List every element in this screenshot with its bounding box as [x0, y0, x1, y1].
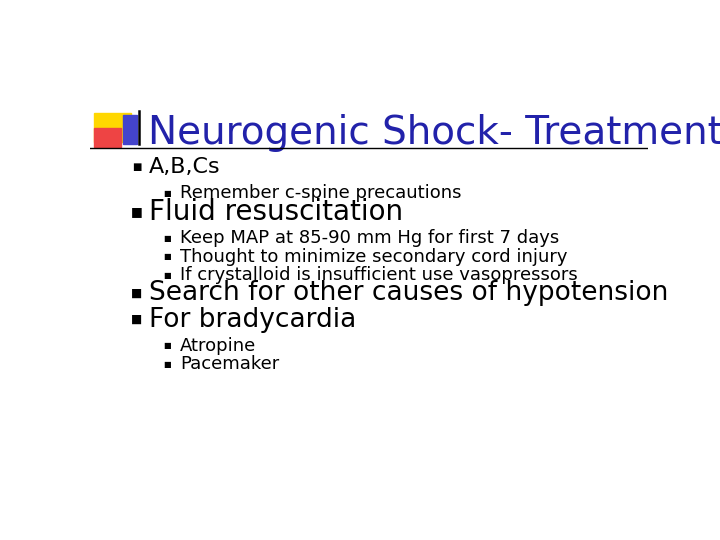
Bar	[94, 112, 131, 142]
Text: ■: ■	[163, 252, 171, 261]
Text: If crystalloid is insufficient use vasopressors: If crystalloid is insufficient use vasop…	[180, 266, 577, 284]
Text: ■: ■	[163, 341, 171, 350]
Text: ■: ■	[131, 313, 142, 326]
Bar	[123, 115, 138, 144]
Text: ■: ■	[163, 271, 171, 280]
Bar	[94, 128, 121, 147]
Text: ■: ■	[163, 189, 171, 198]
Text: Pacemaker: Pacemaker	[180, 355, 279, 373]
Text: ■: ■	[163, 360, 171, 369]
Text: ■: ■	[163, 233, 171, 242]
Text: For bradycardia: For bradycardia	[149, 307, 356, 333]
Text: Fluid resuscitation: Fluid resuscitation	[149, 198, 403, 226]
Text: ■: ■	[132, 162, 141, 172]
Text: Atropine: Atropine	[180, 337, 256, 355]
Text: Thought to minimize secondary cord injury: Thought to minimize secondary cord injur…	[180, 247, 567, 266]
Text: ■: ■	[131, 287, 142, 300]
Text: A,B,Cs: A,B,Cs	[149, 157, 220, 177]
Text: Search for other causes of hypotension: Search for other causes of hypotension	[149, 280, 668, 307]
Text: Neurogenic Shock- Treatment: Neurogenic Shock- Treatment	[148, 113, 720, 152]
Text: Keep MAP at 85-90 mm Hg for first 7 days: Keep MAP at 85-90 mm Hg for first 7 days	[180, 229, 559, 247]
Text: Remember c-spine precautions: Remember c-spine precautions	[180, 184, 462, 202]
Text: ■: ■	[130, 205, 143, 218]
